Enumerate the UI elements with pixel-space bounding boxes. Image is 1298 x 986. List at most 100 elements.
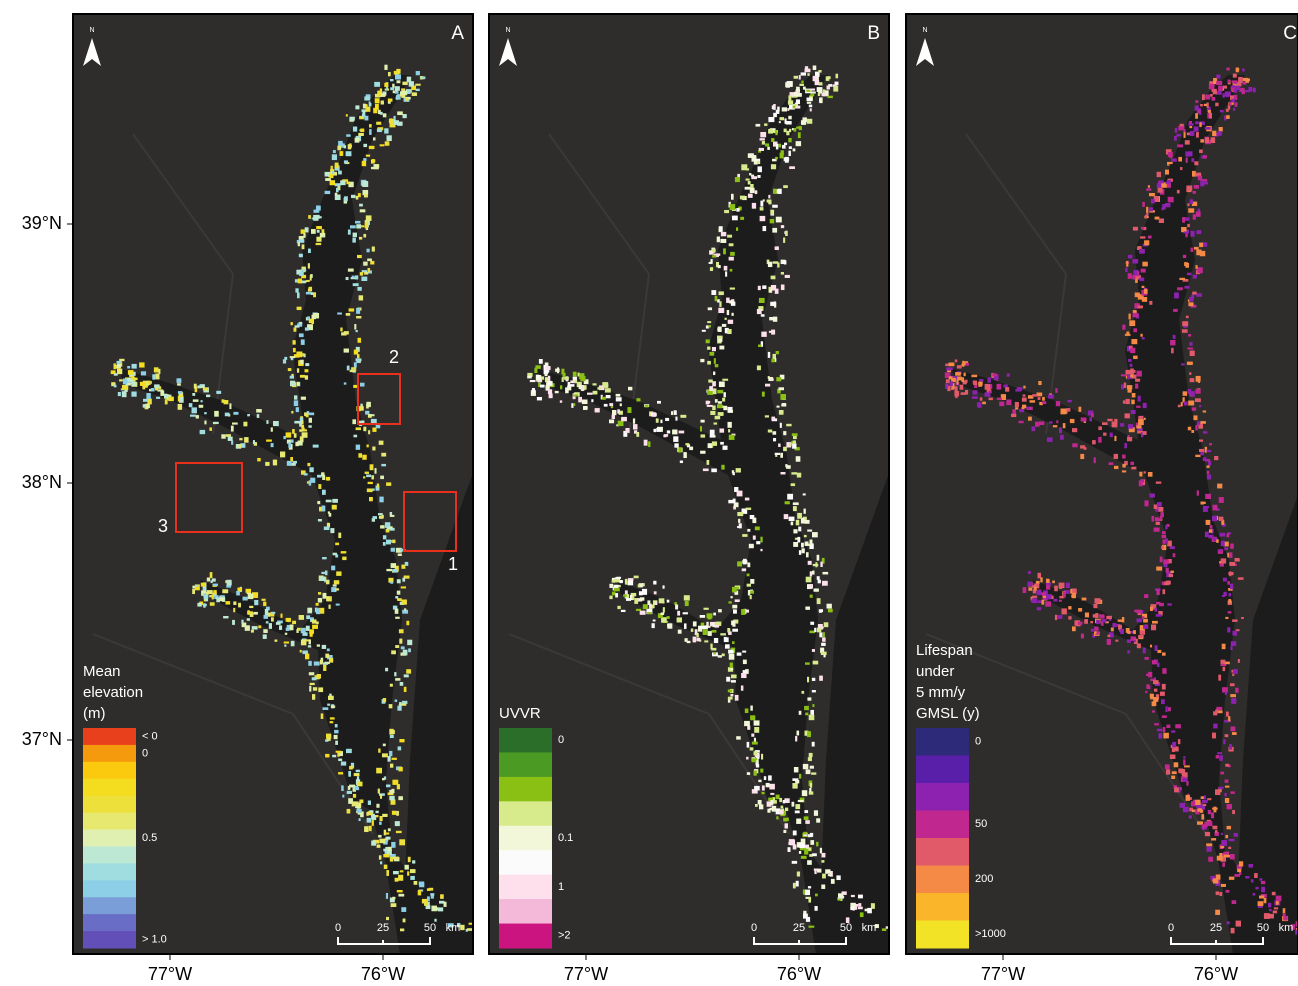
marsh-speck bbox=[1213, 505, 1218, 511]
marsh-speck bbox=[737, 653, 742, 656]
marsh-speck bbox=[717, 404, 722, 408]
marsh-speck bbox=[391, 548, 395, 552]
marsh-speck bbox=[335, 183, 341, 186]
marsh-speck bbox=[1046, 579, 1049, 583]
marsh-speck bbox=[257, 458, 261, 461]
marsh-speck bbox=[1199, 243, 1203, 248]
marsh-speck bbox=[429, 888, 433, 891]
marsh-speck bbox=[399, 639, 402, 644]
marsh-speck bbox=[367, 818, 372, 823]
marsh-speck bbox=[1023, 587, 1027, 593]
marsh-speck bbox=[132, 364, 137, 369]
marsh-speck bbox=[689, 447, 693, 450]
marsh-speck bbox=[366, 475, 371, 478]
marsh-speck bbox=[530, 380, 536, 382]
marsh-speck bbox=[386, 870, 389, 876]
marsh-speck bbox=[389, 796, 394, 801]
marsh-speck bbox=[1225, 798, 1229, 803]
marsh-speck bbox=[1059, 427, 1062, 433]
marsh-speck bbox=[363, 427, 366, 431]
marsh-speck bbox=[301, 269, 307, 271]
marsh-speck bbox=[579, 373, 584, 379]
marsh-speck bbox=[792, 443, 796, 448]
marsh-speck bbox=[372, 247, 375, 252]
marsh-speck bbox=[729, 435, 735, 440]
marsh-speck bbox=[168, 397, 174, 401]
marsh-speck bbox=[263, 602, 266, 606]
marsh-speck bbox=[386, 569, 392, 571]
marsh-speck bbox=[371, 814, 375, 820]
marsh-speck bbox=[810, 710, 814, 715]
marsh-speck bbox=[822, 93, 826, 96]
marsh-speck bbox=[1026, 407, 1029, 410]
marsh-speck bbox=[1122, 464, 1125, 468]
marsh-speck bbox=[767, 200, 772, 203]
marsh-speck bbox=[667, 430, 670, 433]
marsh-speck bbox=[745, 709, 749, 714]
marsh-speck bbox=[1256, 887, 1259, 890]
marsh-speck bbox=[715, 416, 721, 419]
marsh-speck bbox=[206, 395, 210, 398]
marsh-speck bbox=[1209, 443, 1212, 445]
legend-swatch bbox=[83, 897, 136, 914]
marsh-speck bbox=[1213, 89, 1217, 94]
marsh-speck bbox=[581, 385, 584, 391]
marsh-speck bbox=[810, 622, 814, 625]
marsh-speck bbox=[226, 434, 231, 437]
marsh-speck bbox=[1032, 596, 1037, 598]
legend-swatch bbox=[83, 745, 136, 762]
marsh-speck bbox=[797, 731, 800, 736]
marsh-speck bbox=[288, 442, 291, 447]
marsh-speck bbox=[1189, 126, 1192, 128]
marsh-speck bbox=[799, 851, 801, 854]
marsh-speck bbox=[365, 222, 369, 228]
marsh-speck bbox=[999, 402, 1004, 407]
marsh-speck bbox=[369, 146, 375, 149]
marsh-speck bbox=[1107, 419, 1112, 421]
marsh-speck bbox=[379, 516, 383, 519]
marsh-speck bbox=[1199, 150, 1203, 154]
marsh-speck bbox=[239, 444, 241, 448]
marsh-speck bbox=[730, 663, 733, 668]
marsh-speck bbox=[1197, 421, 1200, 424]
marsh-speck bbox=[1157, 663, 1160, 667]
marsh-speck bbox=[759, 298, 765, 303]
marsh-speck bbox=[781, 260, 783, 263]
marsh-speck bbox=[353, 794, 356, 798]
marsh-speck bbox=[1127, 639, 1131, 643]
marsh-speck bbox=[1022, 398, 1027, 402]
marsh-speck bbox=[1130, 348, 1135, 353]
marsh-speck bbox=[606, 395, 611, 398]
marsh-speck bbox=[192, 589, 195, 594]
marsh-speck bbox=[638, 584, 640, 587]
marsh-speck bbox=[788, 138, 791, 142]
marsh-speck bbox=[1210, 525, 1213, 528]
marsh-speck bbox=[1133, 356, 1138, 359]
marsh-speck bbox=[656, 418, 659, 422]
marsh-speck bbox=[788, 847, 791, 852]
marsh-speck bbox=[1131, 339, 1137, 344]
marsh-speck bbox=[314, 210, 320, 213]
marsh-speck bbox=[1028, 417, 1032, 421]
marsh-speck bbox=[788, 151, 791, 156]
marsh-speck bbox=[1238, 77, 1243, 83]
marsh-speck bbox=[326, 596, 329, 601]
marsh-speck bbox=[820, 562, 822, 567]
marsh-speck bbox=[736, 227, 738, 231]
marsh-speck bbox=[819, 676, 823, 681]
marsh-speck bbox=[776, 351, 779, 354]
marsh-speck bbox=[770, 793, 774, 795]
marsh-speck bbox=[1133, 313, 1139, 318]
marsh-speck bbox=[216, 391, 221, 394]
marsh-speck bbox=[1070, 419, 1075, 423]
marsh-speck bbox=[295, 279, 298, 282]
marsh-speck bbox=[1226, 712, 1229, 717]
marsh-speck bbox=[334, 730, 338, 733]
marsh-speck bbox=[301, 640, 307, 646]
marsh-speck bbox=[1225, 780, 1229, 783]
marsh-speck bbox=[388, 72, 391, 76]
marsh-speck bbox=[346, 277, 349, 280]
marsh-speck bbox=[299, 429, 302, 431]
marsh-speck bbox=[145, 383, 149, 386]
marsh-speck bbox=[1112, 422, 1118, 428]
